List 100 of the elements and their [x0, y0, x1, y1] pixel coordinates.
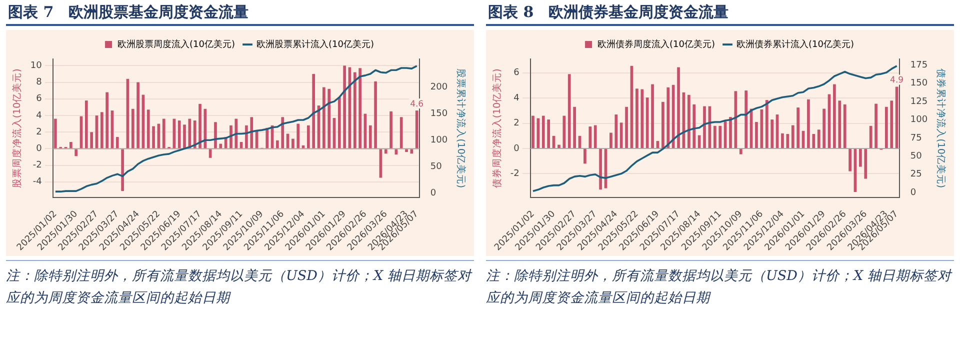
y2-axis-title: 债券累计净流入(10亿美元) — [934, 68, 947, 188]
bar — [116, 137, 119, 148]
bar — [796, 108, 800, 148]
bar — [214, 122, 217, 148]
bar — [713, 126, 716, 148]
bar — [250, 117, 254, 148]
legend-label: 欧洲债券周度流入(10亿美元) — [598, 38, 716, 50]
bar — [584, 149, 586, 164]
bar — [307, 125, 310, 148]
bar — [394, 149, 398, 154]
bar — [84, 100, 88, 148]
legend-label: 欧洲股票累计流入(10亿美元) — [256, 38, 374, 50]
data-label: 4.9 — [890, 76, 904, 86]
bar — [692, 104, 696, 148]
bar — [374, 81, 377, 148]
legend-label: 欧洲股票周度流入(10亿美元) — [118, 38, 236, 50]
bar — [677, 67, 680, 148]
bar — [760, 109, 764, 148]
y2-tick-label: 0 — [910, 188, 916, 198]
bar — [198, 104, 202, 148]
chart-title: 图表 7 欧洲股票基金周度资金流量 — [6, 0, 474, 26]
bar — [390, 111, 392, 148]
bar — [859, 149, 862, 167]
y2-tick-label: 75 — [910, 133, 922, 144]
bar — [405, 149, 408, 152]
y-tick-label: 0 — [36, 144, 42, 154]
bar — [208, 149, 212, 158]
y2-tick-label: 0 — [430, 188, 436, 199]
bar — [312, 74, 315, 148]
y2-tick-label: 175 — [910, 60, 928, 71]
bar — [620, 122, 623, 148]
bar — [219, 144, 222, 148]
bar — [121, 149, 124, 192]
y2-tick-label: 150 — [430, 108, 448, 119]
bar — [781, 133, 784, 148]
bar — [266, 128, 269, 148]
bar — [193, 120, 196, 148]
bar — [646, 97, 649, 148]
bar — [136, 82, 140, 148]
bar — [610, 132, 612, 148]
bar — [614, 114, 618, 148]
bar — [703, 106, 706, 148]
bar — [687, 94, 690, 148]
bar — [90, 132, 93, 148]
y2-tick-label: 100 — [430, 135, 448, 146]
bar — [338, 97, 341, 148]
bar — [833, 84, 836, 148]
bar — [651, 84, 654, 148]
bar — [152, 126, 155, 148]
bar — [874, 104, 878, 148]
bar — [869, 126, 872, 148]
bar — [106, 92, 108, 148]
bar — [328, 88, 330, 148]
legend-label: 欧洲债券累计流入(10亿美元) — [736, 38, 854, 50]
bar — [547, 120, 550, 148]
bar — [358, 68, 362, 148]
y2-tick-label: 100 — [910, 115, 928, 126]
bar — [146, 110, 150, 148]
bar — [379, 149, 382, 178]
bar — [573, 106, 576, 148]
y-tick-label: 4 — [514, 93, 520, 104]
chart-title: 图表 8 欧洲债券基金周度资金流量 — [486, 0, 954, 26]
bar — [562, 116, 566, 148]
bar — [343, 66, 346, 148]
y-axis-title: 债券周度净流入(10亿美元) — [491, 68, 504, 188]
bar — [415, 110, 418, 148]
bar — [625, 106, 628, 148]
bar — [568, 74, 571, 148]
y-tick-label: 2 — [514, 118, 520, 129]
bar — [532, 116, 534, 148]
bar — [812, 134, 816, 148]
bar — [183, 124, 186, 148]
bar — [770, 120, 774, 148]
text: 注：除特别注明外，所有流量数据均以美元（USD）计价；X 轴日期标签对应的为周度资金流量区间的起始日期 — [486, 260, 954, 309]
bar — [100, 112, 104, 148]
bar — [70, 142, 72, 148]
bar — [296, 124, 300, 148]
y-tick-label: 6 — [514, 68, 520, 78]
bar — [322, 87, 326, 148]
bar — [353, 72, 356, 148]
bar — [807, 99, 810, 148]
y2-tick-label: 50 — [430, 162, 442, 172]
y2-tick-label: 150 — [910, 78, 928, 89]
bar — [755, 122, 758, 148]
bar — [864, 149, 868, 179]
bar — [843, 104, 846, 148]
y2-tick-label: 50 — [910, 152, 922, 162]
bar — [542, 116, 545, 148]
bar — [400, 117, 403, 148]
bar — [838, 100, 842, 148]
bar — [718, 126, 722, 148]
y2-axis-title: 股票累计净流入(10亿美元) — [454, 68, 467, 188]
y-tick-label: 0 — [514, 144, 520, 154]
bar — [292, 138, 294, 148]
y2-tick-label: 200 — [430, 82, 448, 92]
y-tick-label: 6 — [36, 94, 42, 104]
bar — [234, 118, 238, 148]
bar — [599, 149, 602, 190]
bar — [661, 102, 664, 148]
bar — [204, 108, 207, 148]
